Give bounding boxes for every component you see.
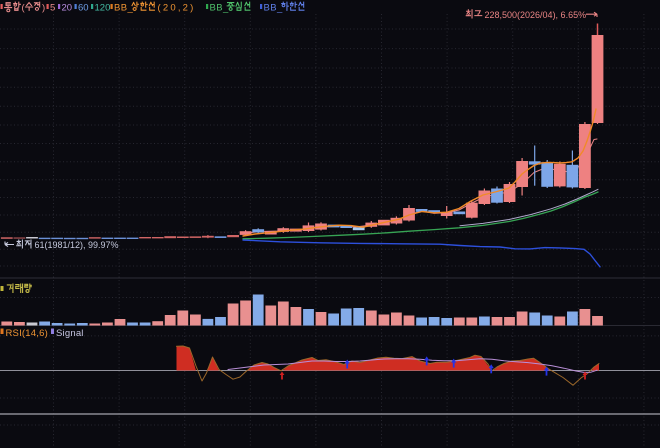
svg-text:228,500(2026/04), 6.65%: 228,500(2026/04), 6.65% [485, 10, 587, 20]
svg-text:20: 20 [62, 3, 73, 14]
svg-text:Signal: Signal [56, 328, 84, 339]
svg-text:BB_: BB_ [264, 3, 283, 14]
svg-text:RSI(14,6): RSI(14,6) [6, 328, 48, 339]
svg-text:120: 120 [95, 3, 111, 14]
svg-text:(20,2): (20,2) [158, 3, 196, 14]
svg-text:5: 5 [50, 3, 55, 14]
svg-text:(: ( [22, 3, 26, 14]
svg-text:): ) [42, 3, 45, 14]
svg-text:60: 60 [78, 3, 89, 14]
svg-text:61(1981/12), 99.97%: 61(1981/12), 99.97% [35, 240, 119, 250]
svg-text:BB_: BB_ [114, 3, 133, 14]
svg-text:BB_: BB_ [210, 3, 229, 14]
